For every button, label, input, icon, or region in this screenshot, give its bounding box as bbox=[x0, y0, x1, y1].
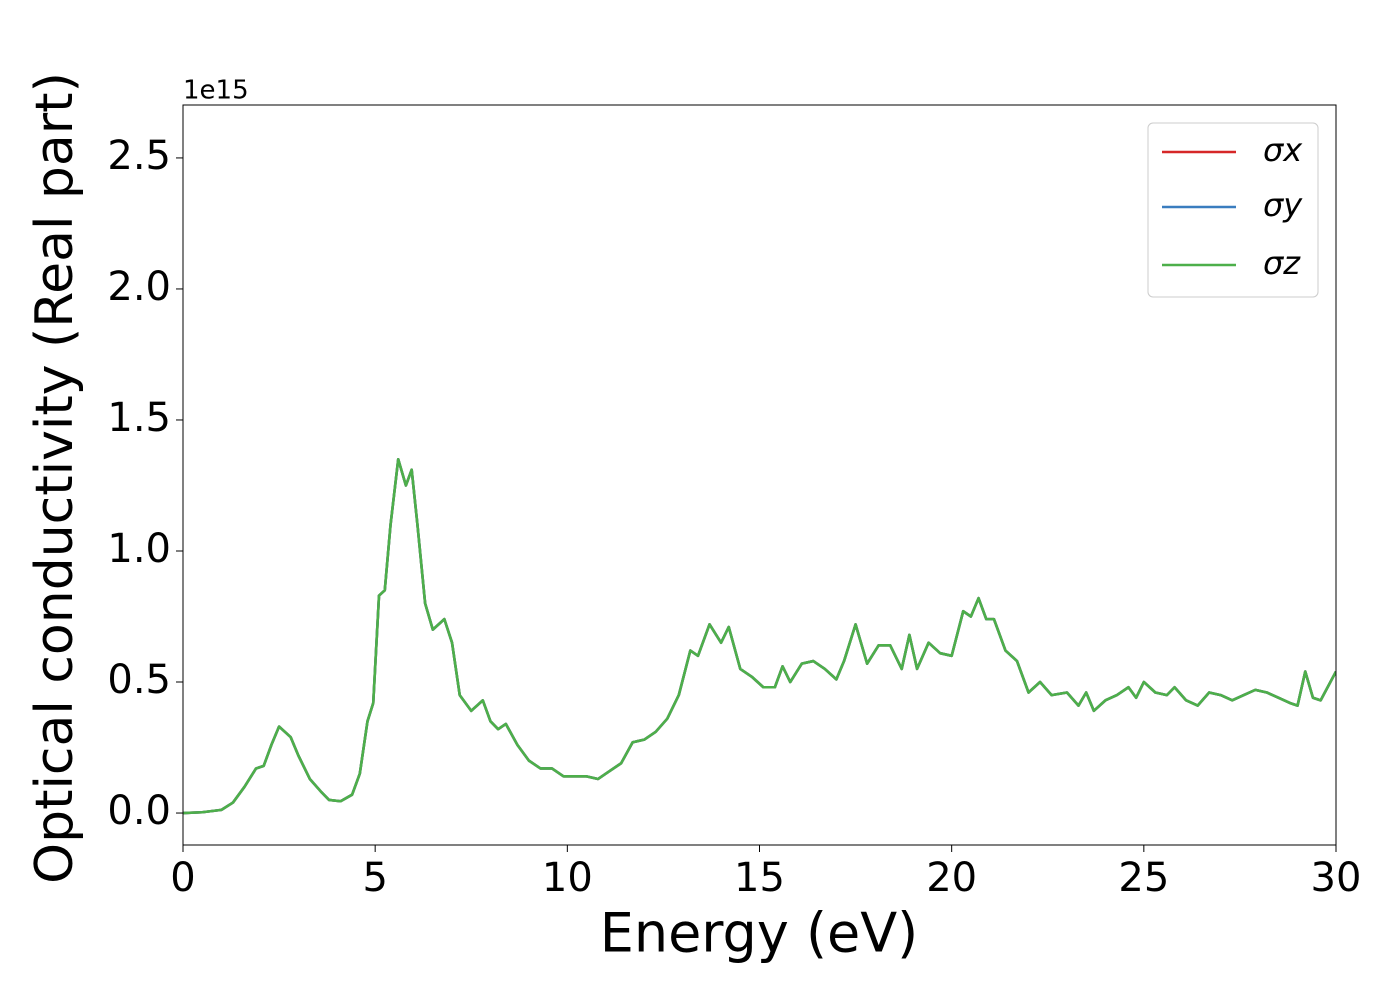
x-tick-label: 15 bbox=[734, 855, 785, 901]
x-tick-label: 20 bbox=[926, 855, 977, 901]
series-line bbox=[183, 457, 1336, 815]
y-tick-label: 0.0 bbox=[107, 788, 171, 834]
series-line bbox=[183, 457, 1336, 815]
x-axis-label: Energy (eV) bbox=[600, 902, 919, 965]
x-tick-label: 25 bbox=[1118, 855, 1169, 901]
y-axis-label: Optical conductivity (Real part) bbox=[25, 72, 85, 884]
legend-label: σx bbox=[1263, 131, 1303, 169]
y-tick-label: 1.5 bbox=[107, 395, 171, 441]
x-tick-label: 5 bbox=[362, 855, 387, 901]
y-offset-label: 1e15 bbox=[183, 76, 249, 106]
y-tick-label: 2.5 bbox=[107, 133, 171, 179]
x-tick-label: 30 bbox=[1311, 855, 1362, 901]
y-tick-label: 1.0 bbox=[107, 526, 171, 572]
y-tick-label: 2.0 bbox=[107, 264, 171, 310]
x-tick-label: 10 bbox=[542, 855, 593, 901]
y-tick-label: 0.5 bbox=[107, 657, 171, 703]
series-line bbox=[183, 457, 1336, 815]
plot-frame bbox=[182, 104, 1337, 846]
legend-label: σy bbox=[1263, 186, 1303, 224]
legend-box bbox=[1147, 122, 1319, 298]
x-tick-label: 0 bbox=[170, 855, 195, 901]
legend-label: σz bbox=[1263, 244, 1301, 282]
